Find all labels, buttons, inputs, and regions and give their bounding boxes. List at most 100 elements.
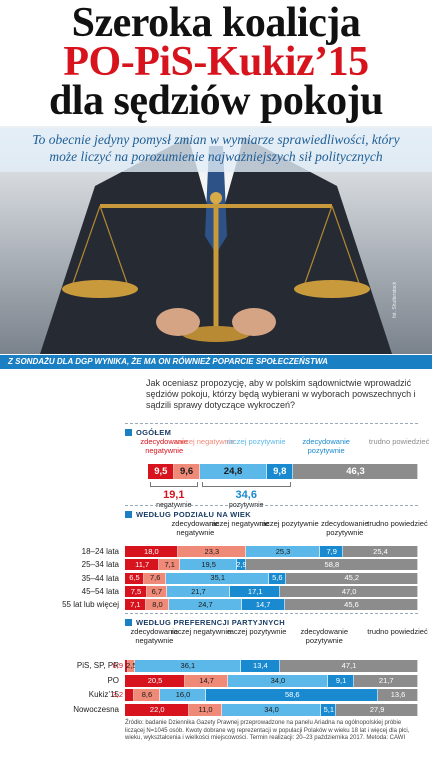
value-label: 58,8 xyxy=(324,560,340,570)
value-label: 9,1 xyxy=(335,675,347,685)
bar-segment xyxy=(125,689,135,701)
value-label: 13,6 xyxy=(390,690,406,700)
bar-segment xyxy=(166,585,231,597)
section-rule xyxy=(125,423,418,424)
row-label: 45–54 lata xyxy=(81,586,119,596)
bar-segment xyxy=(125,585,147,597)
value-label: 7,6 xyxy=(149,573,161,583)
value-label: 3,2 xyxy=(112,690,123,700)
value-label: 7,5 xyxy=(130,586,142,596)
legend-label: zdecydowanie negatywnie xyxy=(140,437,188,455)
section-title: WEDŁUG PREFERENCJI PARTYJNYCH xyxy=(136,618,285,627)
section-rule xyxy=(125,505,418,506)
bar-segment xyxy=(134,689,160,701)
legend-label: raczej negatywnie xyxy=(171,627,232,636)
legend-label: raczej negatywnie xyxy=(174,437,235,446)
bar-segment xyxy=(221,703,322,716)
bar-segment xyxy=(246,546,321,557)
value-label: 2,5 xyxy=(126,661,137,671)
value-label: 6,7 xyxy=(151,586,162,596)
bracket xyxy=(150,482,198,487)
bar-segment xyxy=(245,559,418,571)
bar-segment xyxy=(320,546,344,557)
bar-segment xyxy=(280,585,418,597)
bar-segment xyxy=(240,660,280,672)
value-label: 45,2 xyxy=(344,573,360,583)
bar-segment xyxy=(159,689,207,701)
value-label: 5,1 xyxy=(323,704,334,714)
row-label: Kukiz’15 xyxy=(88,690,119,699)
legend-label: raczej pozytywnie xyxy=(227,627,287,636)
bar-segment xyxy=(354,674,418,687)
legend-label: zdecydowanie pozytywnie xyxy=(320,519,369,537)
bar-segment xyxy=(266,464,293,479)
value-label: 18,0 xyxy=(144,546,159,556)
value-label: 25,4 xyxy=(373,546,388,556)
value-label: 9,6 xyxy=(180,465,194,477)
title-line: dla sędziów pokoju xyxy=(48,78,384,124)
value-label: 7,1 xyxy=(164,560,175,570)
legend-label: zdecydowanie pozytywnie xyxy=(300,627,348,645)
legend-label: raczej negatywnie xyxy=(209,519,270,528)
bar-segment xyxy=(189,703,222,716)
section-icon xyxy=(125,619,132,626)
bar-segment xyxy=(285,572,418,584)
section-icon xyxy=(125,511,132,518)
bar-segment xyxy=(269,572,286,584)
value-label: 7,9 xyxy=(326,546,337,556)
source: Źródło: badanie Dziennika Gazety Prawnej… xyxy=(125,720,410,741)
bar-segment xyxy=(228,674,328,687)
bar-segment xyxy=(336,703,418,716)
value-label: 0,9 xyxy=(112,661,123,671)
value-label: 19,5 xyxy=(201,560,216,570)
bar-segment xyxy=(145,599,170,611)
value-label: 24,7 xyxy=(198,599,213,609)
subtitle: To obecnie jedyny pomysł zmian w wymiarz… xyxy=(32,132,400,164)
value-label: 14,7 xyxy=(199,675,214,685)
value-label: 34,0 xyxy=(264,704,279,714)
value-label: 17,1 xyxy=(247,586,263,596)
row-label: PiS, SP, PR xyxy=(76,661,119,670)
value-label: 14,7 xyxy=(255,599,271,609)
photo-credit: fot. Shutterstock xyxy=(392,281,398,318)
title-line: Szeroka koalicja xyxy=(71,0,361,46)
bar-segment xyxy=(230,585,281,597)
bar-segment xyxy=(125,599,146,611)
bar-segment xyxy=(292,464,418,479)
value-label: 6,5 xyxy=(129,573,140,583)
legend-label: zdecydowanie negatywnie xyxy=(171,519,220,537)
value-label: 27,9 xyxy=(369,704,385,714)
banner: Z SONDAŻU DLA DGP WYNIKA, ŻE MA ON RÓWNI… xyxy=(8,357,328,366)
subtitle-band xyxy=(0,128,432,172)
row-label: 35–44 lata xyxy=(81,573,119,583)
value-label: 11,7 xyxy=(135,560,150,570)
legend-label: raczej pozytywnie xyxy=(259,519,319,528)
bar-segment xyxy=(180,559,238,571)
row-label: PO xyxy=(107,675,119,685)
bar-segment xyxy=(241,599,285,611)
bar-segment xyxy=(144,572,167,584)
value-label: 45,6 xyxy=(344,599,359,609)
bar-segment xyxy=(125,660,128,672)
bar-segment xyxy=(125,703,190,716)
bar-segment xyxy=(148,464,174,479)
section-rule xyxy=(125,613,418,614)
annotation-value: 34,6 xyxy=(235,489,257,501)
legend-label: trudno powiedzieć xyxy=(367,519,428,528)
bar-segment xyxy=(284,599,419,611)
bar-segment xyxy=(237,559,246,571)
bracket xyxy=(201,482,291,487)
row-label: Nowoczesna xyxy=(73,704,119,714)
section-title: OGÓŁEM xyxy=(136,428,172,437)
bar-segment xyxy=(169,599,242,611)
bar-segment xyxy=(166,572,270,584)
value-label: 34,0 xyxy=(270,675,286,685)
value-label: 9,5 xyxy=(154,465,168,477)
bar-segment xyxy=(125,572,145,584)
bar-segment xyxy=(159,559,181,571)
value-label: 24,8 xyxy=(223,465,243,477)
bar-segment xyxy=(321,703,337,716)
bar-segment xyxy=(146,585,167,597)
bar-segment xyxy=(127,660,135,672)
